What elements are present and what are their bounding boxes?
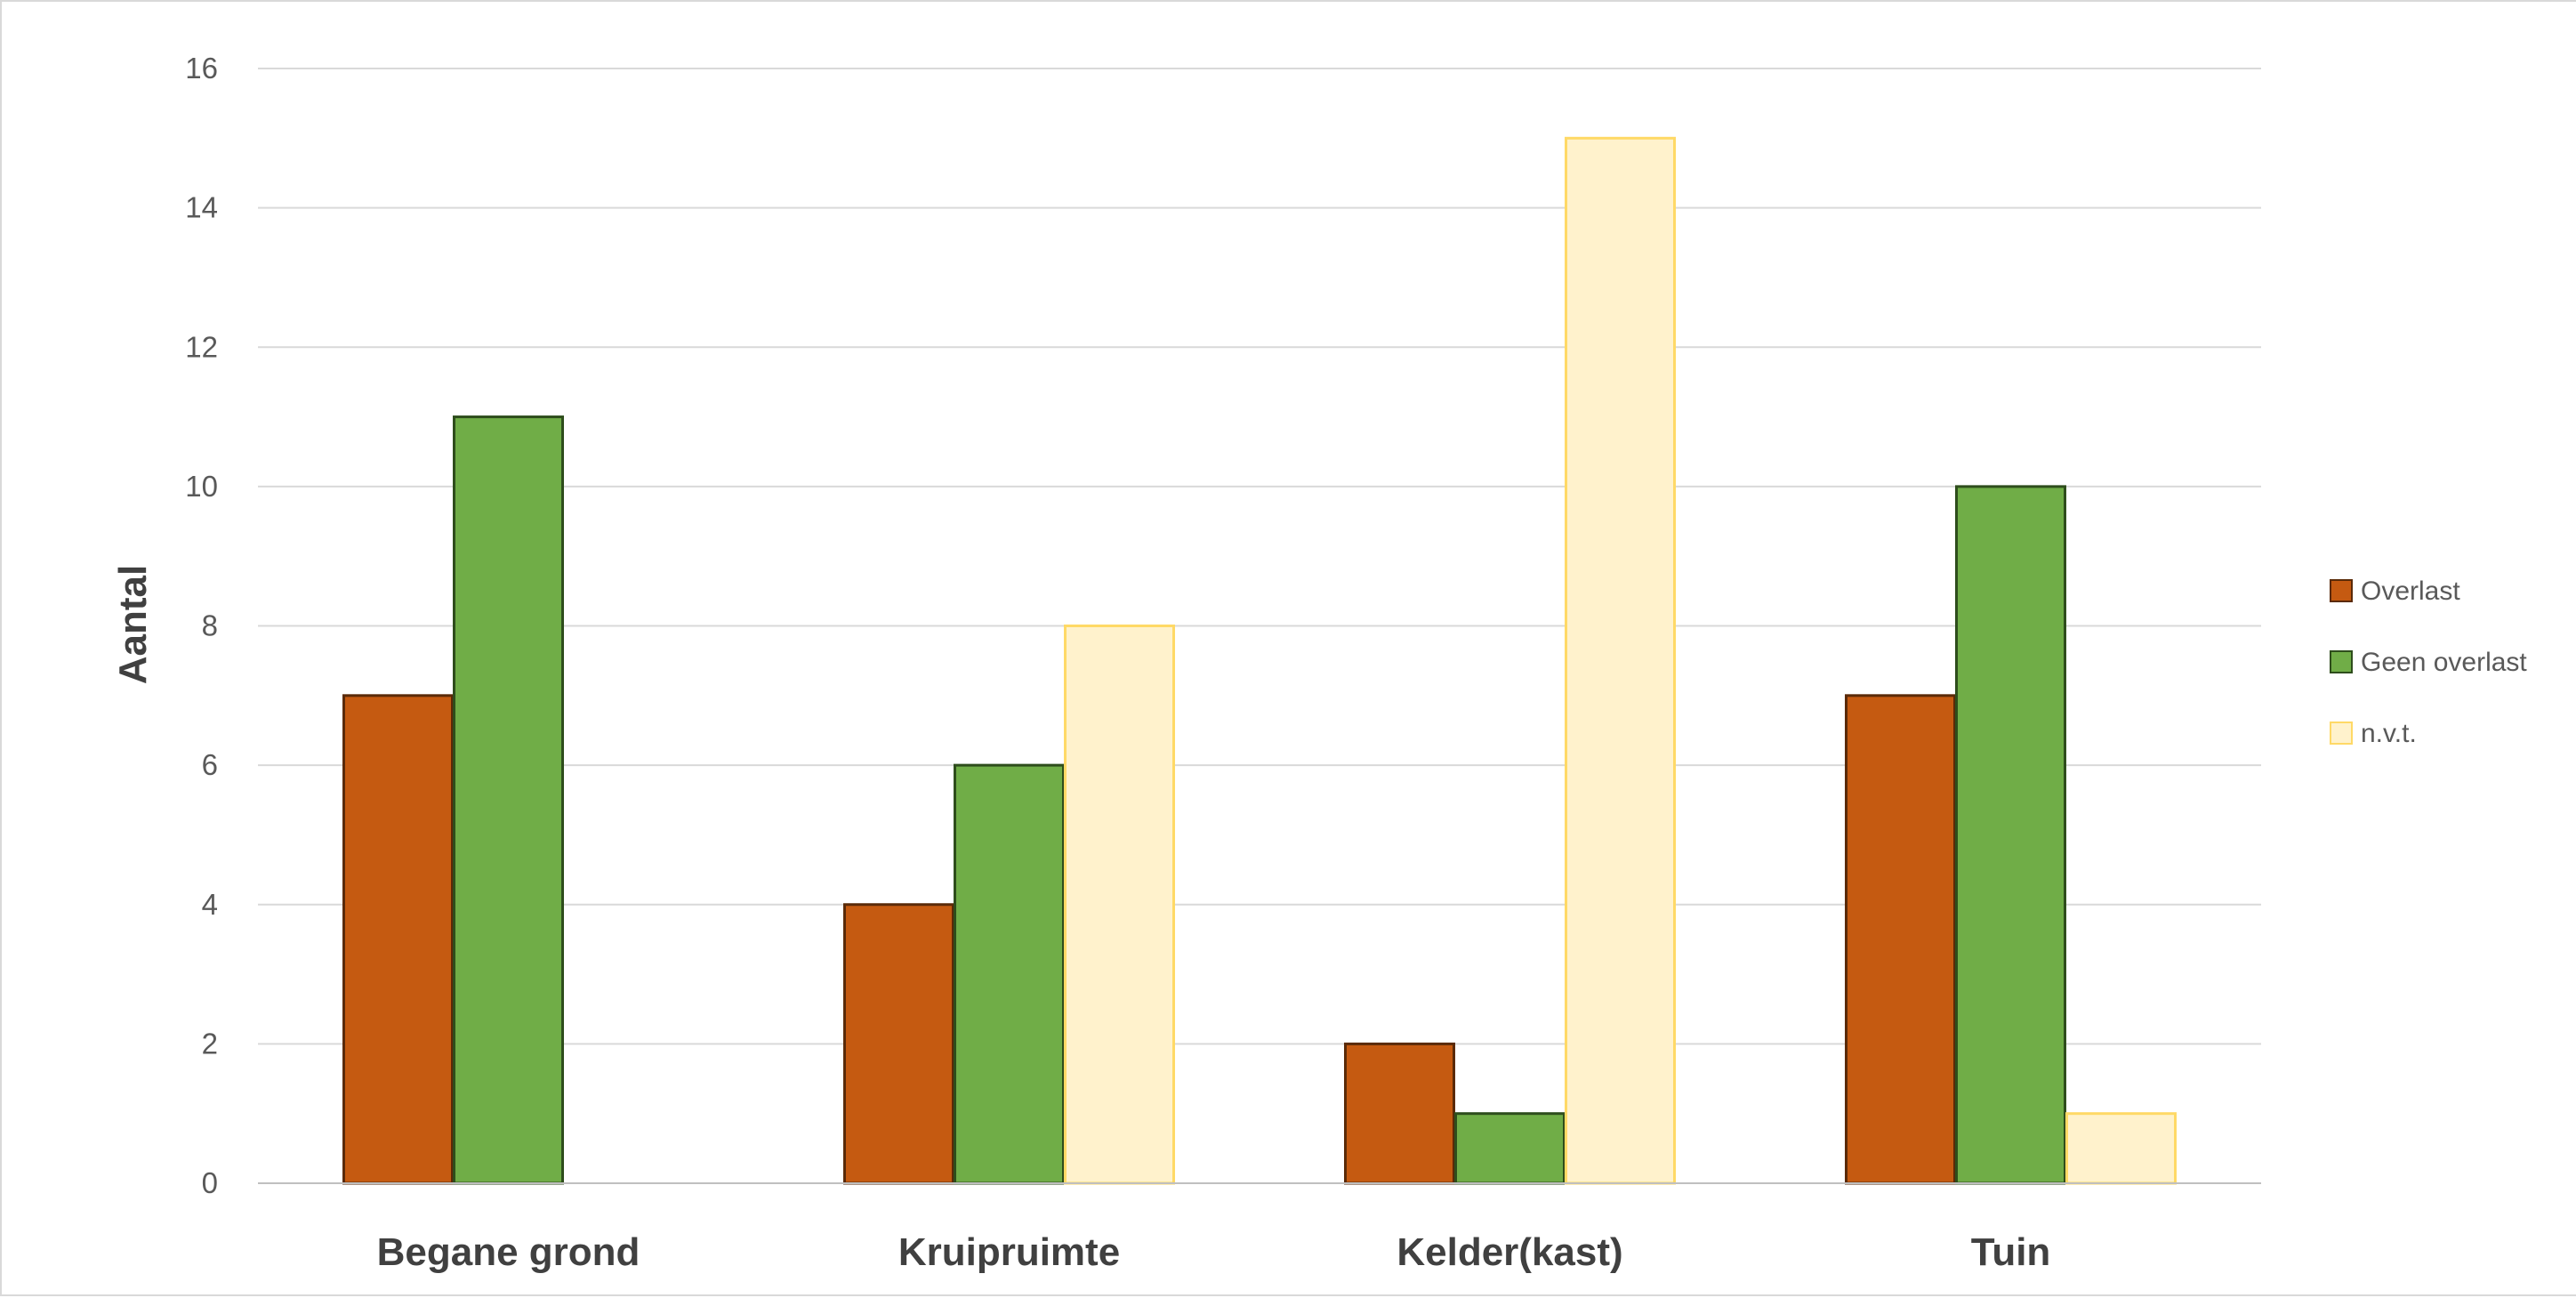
y-tick-label: 14 <box>185 191 218 224</box>
y-axis-ticks: 0 2 4 6 8 10 12 14 16 <box>185 52 218 1199</box>
legend-item: Overlast <box>2330 576 2460 606</box>
legend-item: Geen overlast <box>2330 648 2527 677</box>
bar-overlast-1 <box>843 903 954 1185</box>
y-tick-label: 4 <box>202 888 218 921</box>
gridlines <box>258 68 2261 1045</box>
bar-n-v-t--3 <box>2065 1112 2177 1185</box>
y-tick-label: 12 <box>185 330 218 363</box>
bar-n-v-t--1 <box>1064 625 1175 1185</box>
y-tick-label: 16 <box>185 52 218 85</box>
legend-label: Overlast <box>2361 576 2460 606</box>
x-axis-categories: Begane grond Kruipruimte Kelder(kast) Tuin <box>377 1230 2051 1274</box>
bar-n-v-t--2 <box>1565 136 1676 1185</box>
x-category-label: Begane grond <box>377 1230 640 1274</box>
y-tick-label: 6 <box>202 748 218 781</box>
legend-swatch <box>2330 722 2353 745</box>
y-tick-label: 0 <box>202 1166 218 1199</box>
legend-item: n.v.t. <box>2330 719 2417 748</box>
bar-overlast-0 <box>342 694 454 1185</box>
bar-geen-overlast-3 <box>1955 485 2066 1185</box>
bars <box>342 136 2177 1185</box>
legend-swatch <box>2330 650 2353 673</box>
legend-label: Geen overlast <box>2361 648 2527 677</box>
x-category-label: Kelder(kast) <box>1397 1230 1622 1274</box>
bar-geen-overlast-2 <box>1454 1112 1566 1185</box>
y-axis-title: Aantal <box>111 565 155 684</box>
bar-geen-overlast-1 <box>954 763 1065 1185</box>
y-tick-label: 2 <box>202 1027 218 1060</box>
y-tick-label: 10 <box>185 470 218 503</box>
y-tick-label: 8 <box>202 609 218 642</box>
bar-overlast-2 <box>1344 1042 1455 1185</box>
bar-geen-overlast-0 <box>453 415 564 1185</box>
legend-swatch <box>2330 579 2353 602</box>
x-category-label: Kruipruimte <box>898 1230 1120 1274</box>
x-category-label: Tuin <box>1971 1230 2051 1274</box>
legend-label: n.v.t. <box>2361 719 2417 748</box>
bar-overlast-3 <box>1845 694 1956 1185</box>
legend: Overlast Geen overlast n.v.t. <box>2330 576 2527 748</box>
